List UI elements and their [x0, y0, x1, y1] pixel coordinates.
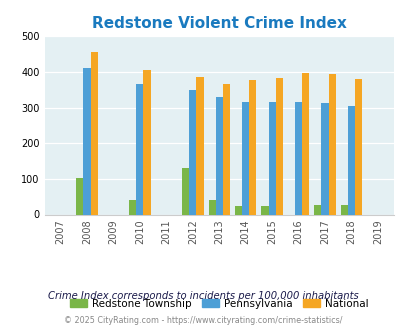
Bar — [340, 205, 347, 215]
Bar — [136, 84, 143, 214]
Bar — [321, 103, 328, 214]
Title: Redstone Violent Crime Index: Redstone Violent Crime Index — [92, 16, 346, 31]
Bar — [328, 75, 335, 214]
Legend: Redstone Township, Pennsylvania, National: Redstone Township, Pennsylvania, Nationa… — [66, 295, 372, 313]
Bar — [90, 52, 98, 214]
Bar — [76, 178, 83, 214]
Text: © 2025 CityRating.com - https://www.cityrating.com/crime-statistics/: © 2025 CityRating.com - https://www.city… — [64, 316, 341, 325]
Bar — [249, 80, 256, 214]
Bar — [196, 77, 203, 215]
Bar — [347, 106, 354, 214]
Bar — [129, 200, 136, 214]
Bar — [181, 168, 189, 214]
Bar — [215, 97, 222, 214]
Text: Crime Index corresponds to incidents per 100,000 inhabitants: Crime Index corresponds to incidents per… — [47, 291, 358, 301]
Bar — [261, 206, 268, 214]
Bar — [143, 70, 150, 214]
Bar — [234, 206, 241, 214]
Bar — [354, 80, 361, 214]
Bar — [241, 102, 249, 214]
Bar — [208, 200, 215, 214]
Bar — [189, 90, 196, 214]
Bar — [294, 102, 301, 214]
Bar — [301, 73, 309, 215]
Bar — [83, 68, 90, 215]
Bar — [222, 84, 229, 214]
Bar — [275, 78, 282, 214]
Bar — [268, 102, 275, 214]
Bar — [313, 205, 321, 215]
